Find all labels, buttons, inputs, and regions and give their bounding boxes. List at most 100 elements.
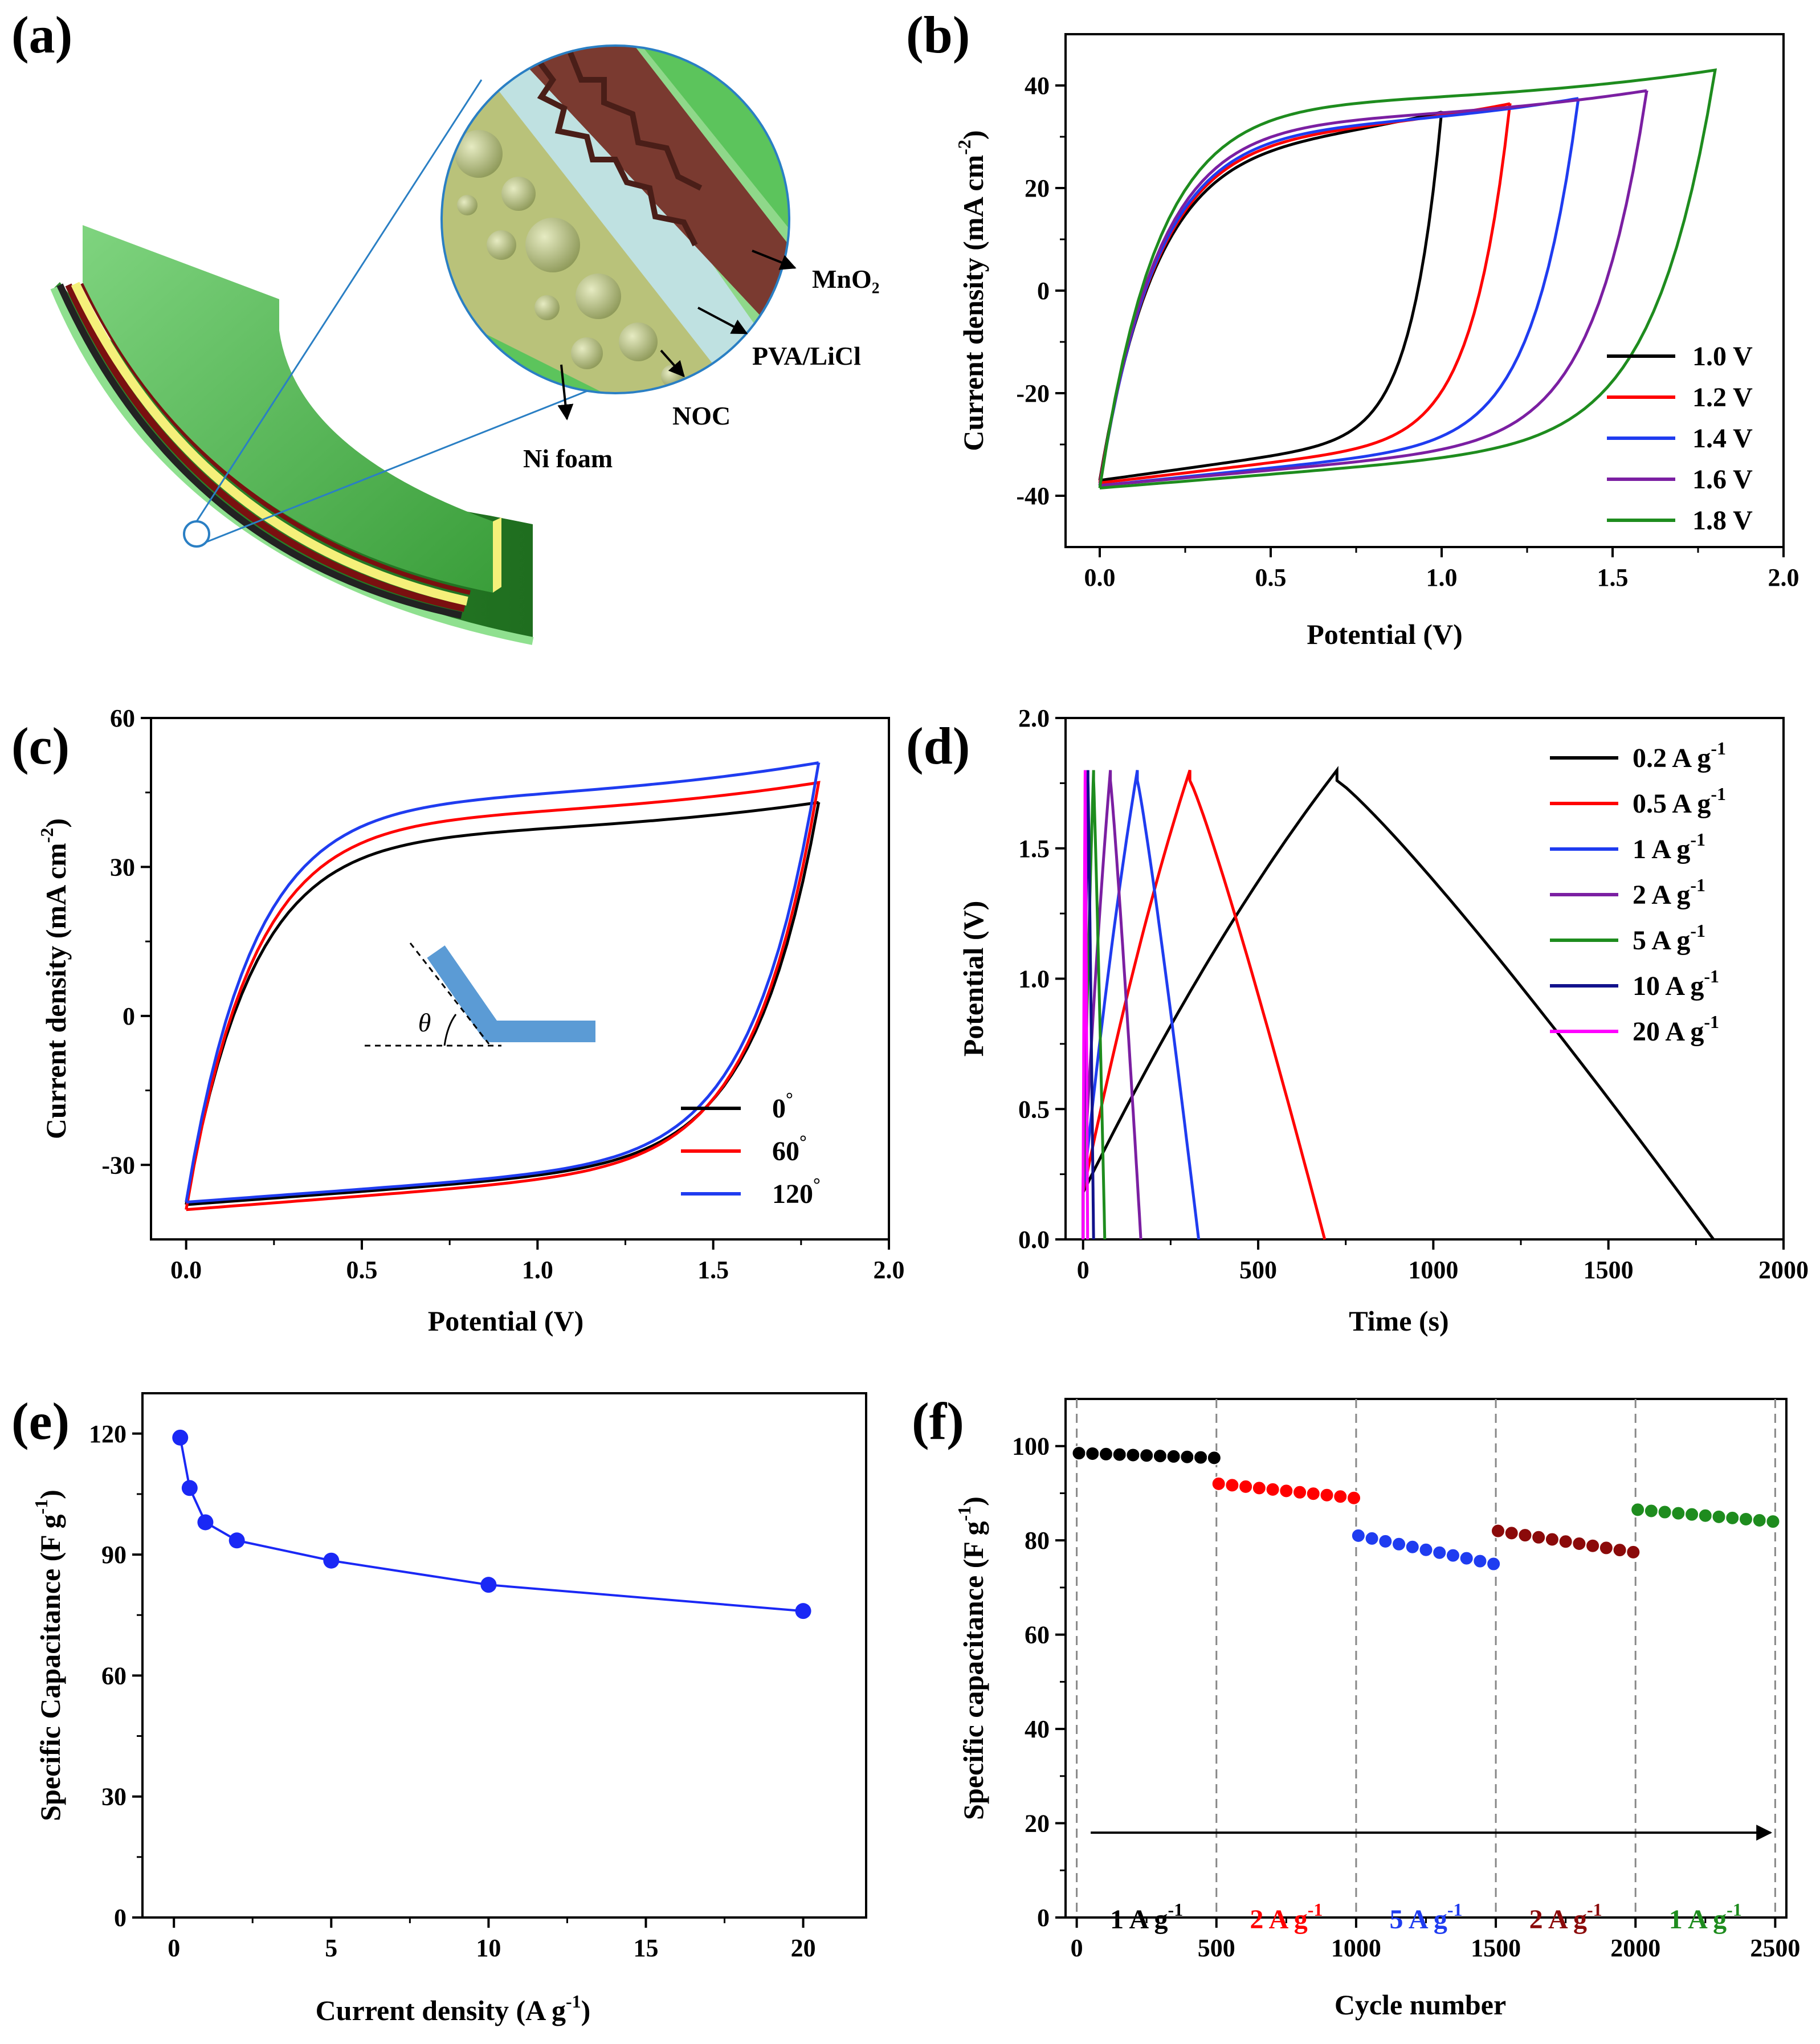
legend-label-sup: -1 <box>1704 1011 1719 1032</box>
cycle-point <box>1739 1511 1754 1527</box>
cycle-point <box>1378 1533 1393 1549</box>
cycle-point <box>1558 1534 1573 1549</box>
data-point <box>181 1480 198 1496</box>
y-axis-label-main: Specific capacitance (F g <box>957 1521 989 1819</box>
y-tick-label: 80 <box>1025 1527 1050 1555</box>
segment-label-sup: -1 <box>1587 1899 1602 1920</box>
plot-frame <box>1064 1398 1788 1919</box>
cycle-point <box>1486 1556 1501 1572</box>
cycle-point <box>1180 1449 1195 1464</box>
segment-label-value: 5 A g <box>1389 1904 1447 1935</box>
zoom-view <box>440 44 790 394</box>
cv-curve-10V <box>1098 111 1443 482</box>
y-tick-label: -40 <box>1016 482 1050 510</box>
legend-label: 1 A g-1 <box>1633 829 1705 864</box>
y-tick-label: 30 <box>110 853 135 881</box>
x-tick-label: 1500 <box>1471 1934 1521 1962</box>
y-tick-label: 60 <box>110 704 135 732</box>
x-axis-label: Potential (V) <box>428 1305 584 1337</box>
y-tick-label: 60 <box>1025 1621 1050 1649</box>
device-green-sheet-top <box>83 225 493 593</box>
legend-label: 1.8 V <box>1692 505 1753 536</box>
segment-label-value: 2 A g <box>1250 1904 1307 1935</box>
y-axis-label-sup: -1 <box>31 1499 51 1515</box>
y-axis-label: Potential (V) <box>957 901 989 1057</box>
y-axis-label-end: ) <box>957 1496 989 1506</box>
cycle-point <box>1225 1478 1240 1493</box>
legend-degree: ° <box>813 1174 821 1194</box>
y-tick-label: 90 <box>101 1541 126 1569</box>
segment-label: 1 A g-1 <box>1669 1899 1742 1935</box>
data-point <box>480 1577 497 1593</box>
legend-label-sup: -1 <box>1711 784 1726 804</box>
y-axis-label-sup: -2 <box>954 140 974 155</box>
x-axis-label-sup: -1 <box>566 1991 581 2012</box>
legend-label: 1.6 V <box>1692 464 1753 495</box>
y-axis-label-end: ) <box>957 130 989 140</box>
cycle-point <box>1418 1542 1434 1557</box>
bend-diagram-strip <box>427 945 595 1042</box>
zoom-circle-border <box>440 44 790 394</box>
y-axis-label-main: Current density (mA cm <box>40 843 72 1139</box>
cycle-point <box>1071 1446 1087 1461</box>
y-axis-label-end: ) <box>40 818 72 828</box>
y-tick-label: 0.5 <box>1018 1095 1050 1123</box>
x-axis-label: Time (s) <box>1349 1305 1448 1337</box>
cycle-point <box>1612 1543 1627 1558</box>
x-tick-label: 1.5 <box>697 1256 729 1284</box>
legend-label-value: 60 <box>772 1136 799 1166</box>
cycle-point <box>1598 1540 1614 1556</box>
cycle-point <box>1671 1506 1686 1521</box>
x-tick-label: 0.5 <box>346 1256 378 1284</box>
x-tick-label: 2000 <box>1610 1934 1660 1962</box>
legend-label: 0.2 A g-1 <box>1633 738 1726 773</box>
cycle-point <box>1445 1548 1460 1563</box>
legend-label: 1.2 V <box>1692 382 1753 413</box>
legend-label-value: 5 A g <box>1633 925 1690 956</box>
x-tick-label: 0.0 <box>170 1256 202 1284</box>
panel-c: 0.0 0.5 1.0 1.5 2.0-3003060θ0°60°120°(c)Pote… <box>11 704 905 1337</box>
cycle-point <box>1630 1502 1646 1517</box>
cycle-point <box>1350 1528 1366 1543</box>
cycle-point <box>1166 1449 1181 1464</box>
panel-e-label: (e) <box>11 1392 70 1450</box>
y-tick-label: 1.5 <box>1018 835 1050 863</box>
x-axis-label: Current density (A g-1) <box>316 1991 591 2026</box>
cv-curve-0deg <box>185 801 821 1206</box>
cycle-point <box>1279 1483 1294 1499</box>
device-black-layer <box>56 283 463 619</box>
x-tick-label: 0 <box>1077 1256 1089 1284</box>
y-tick-label: 40 <box>1025 1715 1050 1743</box>
gcd-curve <box>1082 766 1715 1241</box>
legend-label: 20 A g-1 <box>1633 1011 1719 1047</box>
cycle-point <box>1319 1487 1335 1503</box>
x-tick-label: 0 <box>1071 1934 1083 1962</box>
device-darkred-layer-2 <box>80 282 471 595</box>
cycle-point <box>1206 1450 1222 1466</box>
x-tick-label: 2500 <box>1750 1934 1800 1962</box>
segment-label-sup: -1 <box>1447 1899 1463 1920</box>
y-tick-label: 120 <box>89 1420 126 1448</box>
y-axis-label: Specific Capacitance (F g-1) <box>31 1490 66 1821</box>
cycle-point <box>1432 1545 1447 1560</box>
legend-label-sup: -1 <box>1704 966 1719 986</box>
y-tick-label: 0 <box>1037 1904 1050 1932</box>
device-darkred-layer <box>65 283 466 612</box>
cycle-point <box>1112 1447 1127 1462</box>
cycle-point <box>1517 1528 1533 1543</box>
segment-label-value: 1 A g <box>1669 1904 1727 1935</box>
cycle-point <box>1333 1489 1348 1504</box>
cycle-point <box>1572 1536 1587 1551</box>
legend-label-sup: -1 <box>1690 920 1705 941</box>
segment-label: 2 A g-1 <box>1529 1899 1602 1935</box>
x-tick-label: 1.0 <box>522 1256 553 1284</box>
label-pva-licl: PVA/LiCl <box>752 341 861 370</box>
legend-label-sup: -1 <box>1690 829 1705 850</box>
x-tick-label: 0.0 <box>1084 564 1116 591</box>
y-tick-label: 2.0 <box>1018 704 1050 732</box>
panel-b: 0.0 0.5 1.0 1.5 2.0 -40 -20 0 20 40 1.0 V 1.2 V 1.4 … <box>906 6 1799 650</box>
legend-label-value: 0.5 A g <box>1633 789 1711 819</box>
